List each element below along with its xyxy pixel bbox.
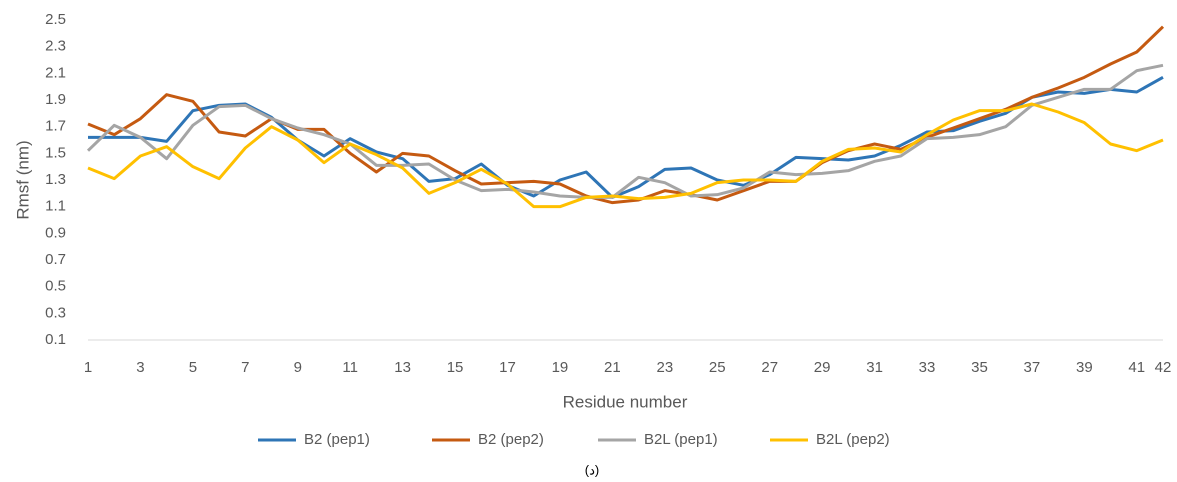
y-tick-label: 1.9 — [45, 91, 66, 108]
series-line — [87, 25, 1165, 205]
y-tick-label: 2.1 — [45, 64, 66, 81]
y-tick-label: 2.5 — [45, 11, 66, 28]
series-line — [86, 63, 1164, 199]
x-tick-label: 31 — [866, 359, 883, 376]
x-tick-label: 3 — [136, 359, 144, 376]
x-tick-label: 17 — [499, 359, 516, 376]
x-tick-label: 13 — [394, 359, 411, 376]
legend-label: B2 (pep1) — [304, 431, 370, 448]
legend-label: B2L (pep2) — [816, 431, 890, 448]
y-tick-label: 0.1 — [45, 331, 66, 348]
y-tick-label: 2.3 — [45, 38, 66, 55]
series-line — [88, 76, 1164, 199]
y-axis-title: Rmsf (nm) — [13, 140, 32, 219]
x-tick-label: 9 — [294, 359, 302, 376]
y-tick-label: 1.7 — [45, 118, 66, 135]
x-tick-label: 27 — [761, 359, 778, 376]
x-tick-label: 42 — [1155, 359, 1172, 376]
x-tick-label: 1 — [84, 359, 92, 376]
x-tick-label: 35 — [971, 359, 988, 376]
x-tick-label: 19 — [552, 359, 569, 376]
x-tick-label: 7 — [241, 359, 249, 376]
x-tick-label: 25 — [709, 359, 726, 376]
x-tick-label: 23 — [656, 359, 673, 376]
legend-label: B2 (pep2) — [478, 431, 544, 448]
x-tick-label: 15 — [447, 359, 464, 376]
x-tick-label: 41 — [1128, 359, 1145, 376]
y-tick-label: 1.3 — [45, 171, 66, 188]
y-tick-label: 1.5 — [45, 144, 66, 161]
x-tick-label: 33 — [919, 359, 936, 376]
x-tick-label: 29 — [814, 359, 831, 376]
x-tick-label: 11 — [342, 359, 358, 376]
x-tick-label: 5 — [189, 359, 197, 376]
series-line — [87, 102, 1164, 209]
legend-label: B2L (pep1) — [644, 431, 718, 448]
y-tick-label: 0.5 — [45, 278, 66, 295]
x-tick-label: 21 — [604, 359, 621, 376]
y-tick-label: 0.3 — [45, 304, 66, 321]
x-axis-title: Residue number — [563, 392, 688, 411]
x-tick-label: 39 — [1076, 359, 1093, 376]
y-tick-label: 1.1 — [45, 198, 66, 215]
y-tick-label: 0.9 — [45, 224, 66, 241]
y-tick-label: 0.7 — [45, 251, 66, 268]
caption: (د) — [585, 462, 599, 477]
x-tick-label: 37 — [1024, 359, 1041, 376]
